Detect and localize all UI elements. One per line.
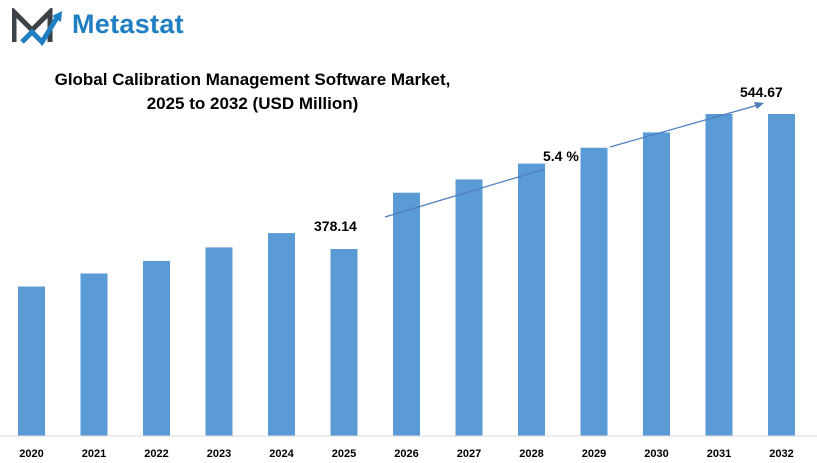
bars-group [18,114,795,437]
x-tick-2027: 2027 [457,448,481,460]
bar-2023 [205,247,233,436]
cagr-label: 5.4 % [543,148,579,164]
trend-line-2 [609,104,759,148]
data-label-2032: 544.67 [740,84,783,100]
bar-2032 [768,114,795,436]
chart-title-line-1: Global Calibration Management Software M… [54,70,451,89]
x-tick-2028: 2028 [519,448,543,460]
metastat-logo [12,8,62,47]
bar-2025 [330,249,358,436]
bar-2027 [455,179,483,436]
bar-2026 [393,192,420,436]
x-tick-2030: 2030 [644,448,668,460]
x-tick-2025: 2025 [332,448,356,460]
x-tick-2023: 2023 [207,448,231,460]
data-label-2025: 378.14 [314,218,357,234]
logo-mark-arrow [52,11,62,22]
x-tick-2021: 2021 [82,448,106,460]
x-tick-2029: 2029 [582,448,606,460]
bar-2029 [580,147,608,436]
brand-name: Metastat [72,9,184,39]
bar-2021 [80,273,108,436]
x-tick-2022: 2022 [144,448,168,460]
trend-line-1 [384,168,546,218]
x-tick-2031: 2031 [707,448,731,460]
chart-title: Global Calibration Management Software M… [0,68,505,116]
logo-mark-blue [20,14,61,47]
x-tick-2024: 2024 [269,448,294,460]
bar-2022 [143,260,170,436]
x-tick-labels: 2020 2021 2022 2023 2024 2025 2026 2027 2028 2029… [19,448,793,460]
x-tick-2026: 2026 [394,448,418,460]
bar-2020 [18,286,45,436]
x-tick-2020: 2020 [19,448,43,460]
bar-2031 [705,114,733,436]
chart-title-line-2: 2025 to 2032 (USD Million) [146,94,359,113]
bar-2028 [518,163,545,437]
x-tick-2032: 2032 [769,448,793,460]
trend-arrowhead [754,102,764,109]
bar-2030 [643,132,670,436]
bar-2024 [268,233,295,436]
